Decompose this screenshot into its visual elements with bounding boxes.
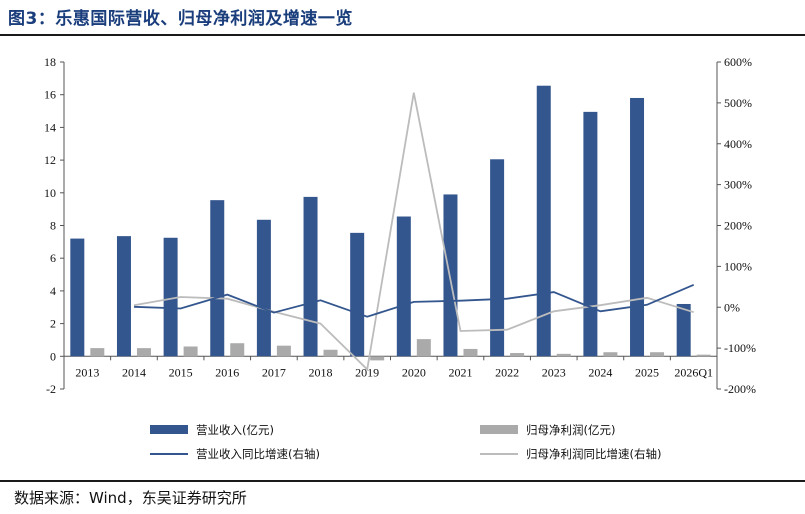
left-tick-label: -2 — [46, 382, 56, 396]
profit-bar — [230, 343, 245, 357]
profit-bar — [183, 346, 198, 357]
revenue-bar — [70, 238, 85, 357]
x-tick-label: 2020 — [402, 365, 426, 379]
axes-layer — [60, 61, 721, 390]
profit-bar — [416, 339, 431, 357]
revenue-bar — [303, 196, 318, 357]
revenue-bar — [676, 303, 691, 357]
x-tick-label: 2013 — [75, 365, 99, 379]
right-tick-label: 0% — [724, 300, 740, 314]
revenue-bar — [350, 232, 365, 357]
right-tick-label: 600% — [724, 55, 752, 69]
profit-bar — [463, 348, 478, 357]
profit-bar — [510, 353, 525, 357]
legend-profit-growth-label: 归母净利润同比增速(右轴) — [526, 447, 661, 461]
revenue-bar — [396, 216, 411, 357]
right-tick-label: 400% — [724, 137, 752, 151]
profit-bar — [556, 353, 571, 357]
profit-bar — [323, 349, 338, 357]
x-tick-label: 2024 — [588, 365, 612, 379]
left-tick-label: 10 — [44, 186, 56, 200]
profit-bar — [650, 352, 665, 357]
right-tick-label: -200% — [724, 382, 756, 396]
revenue-bar — [630, 97, 645, 357]
profit-bar — [136, 348, 151, 357]
lines-layer — [133, 92, 695, 372]
left-tick-label: 14 — [44, 120, 56, 134]
x-tick-label: 2014 — [122, 365, 146, 379]
x-tick-label: 2018 — [309, 365, 333, 379]
revenue-growth-line — [133, 283, 695, 318]
left-tick-label: 12 — [44, 153, 56, 167]
x-tick-label: 2015 — [169, 365, 193, 379]
source-note: 数据来源：Wind，东吴证券研究所 — [14, 489, 247, 507]
legend: 营业收入(亿元) 归母净利润(亿元) 营业收入同比增速(右轴) 归母净利润同比增速(右… — [150, 423, 661, 461]
profit-bar — [603, 352, 618, 357]
profit-bar — [276, 345, 291, 357]
left-tick-label: 16 — [44, 88, 56, 102]
profit-growth-line — [133, 92, 694, 372]
x-tick-label: 2016 — [215, 365, 239, 379]
legend-profit-swatch — [480, 425, 518, 434]
revenue-bar — [536, 85, 551, 357]
revenue-bar — [163, 237, 178, 357]
left-tick-label: 8 — [50, 219, 56, 233]
x-tick-label: 2021 — [448, 365, 472, 379]
right-tick-label: 500% — [724, 96, 752, 110]
left-tick-label: 18 — [44, 55, 56, 69]
left-tick-label: 2 — [50, 317, 56, 331]
bottom-rule — [0, 480, 805, 482]
left-tick-label: 6 — [50, 251, 56, 265]
x-tick-label: 2023 — [542, 365, 566, 379]
x-tick-label: 2019 — [355, 365, 379, 379]
x-tick-label: 2025 — [635, 365, 659, 379]
right-tick-label: 200% — [724, 219, 752, 233]
legend-revenue-swatch — [150, 425, 188, 434]
revenue-bar — [210, 200, 225, 357]
right-tick-label: -100% — [724, 341, 756, 355]
legend-revenue-growth-label: 营业收入同比增速(右轴) — [196, 447, 320, 461]
revenue-bar — [256, 219, 271, 357]
x-tick-label: 2017 — [262, 365, 286, 379]
revenue-bar — [116, 236, 131, 357]
left-tick-label: 0 — [50, 349, 56, 363]
revenue-bar — [583, 111, 598, 357]
profit-bar — [370, 356, 385, 361]
x-tick-label: 2026Q1 — [674, 365, 713, 379]
labels-layer: -2 0 2 4 6 8 10 12 14 16 18 -200% -100% 0% 100% 200% 300… — [44, 55, 756, 396]
figure-title: 图3：乐惠国际营收、归母净利润及增速一览 — [8, 9, 353, 29]
right-tick-label: 100% — [724, 259, 752, 273]
profit-bar — [90, 348, 105, 357]
revenue-bar — [490, 159, 505, 357]
profit-bar — [696, 354, 711, 357]
bars-layer — [70, 85, 711, 361]
left-tick-label: 4 — [50, 284, 56, 298]
combo-chart: -2 0 2 4 6 8 10 12 14 16 18 -200% -100% 0% 100% 200% 300… — [44, 55, 756, 461]
legend-profit-label: 归母净利润(亿元) — [526, 423, 615, 437]
top-rule — [0, 34, 805, 36]
x-tick-label: 2022 — [495, 365, 519, 379]
legend-revenue-label: 营业收入(亿元) — [196, 423, 274, 437]
right-tick-label: 300% — [724, 178, 752, 192]
